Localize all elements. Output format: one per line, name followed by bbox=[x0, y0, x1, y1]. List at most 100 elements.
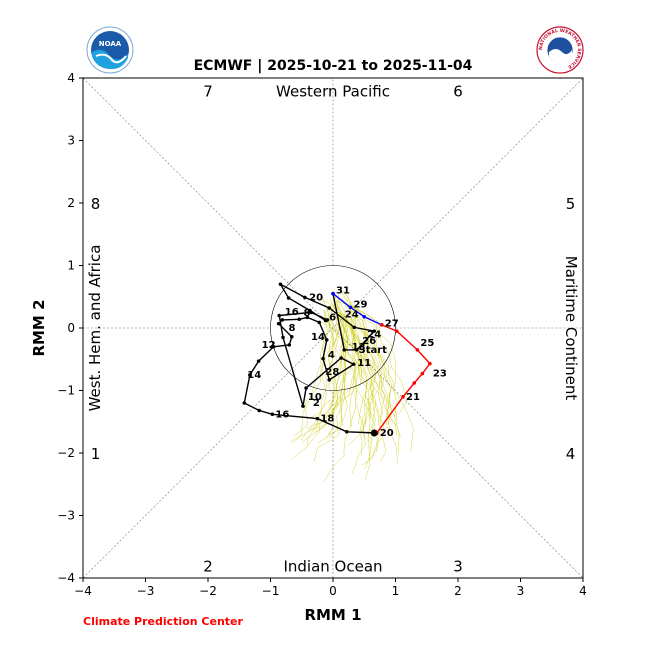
ensemble-member-line bbox=[338, 317, 398, 464]
ensemble-member-line bbox=[323, 309, 367, 456]
phase-label: 4 bbox=[566, 445, 576, 463]
ensemble-member-line bbox=[345, 305, 408, 415]
data-point bbox=[271, 344, 276, 349]
unit-circle bbox=[270, 265, 396, 391]
data-point bbox=[317, 320, 322, 325]
data-point bbox=[412, 381, 417, 385]
data-label: 31 bbox=[336, 286, 350, 297]
data-label: Start bbox=[359, 345, 388, 356]
data-label: 27 bbox=[385, 319, 399, 330]
data-label: 29 bbox=[354, 299, 368, 310]
diagonal-line bbox=[82, 77, 584, 579]
data-point bbox=[304, 386, 308, 390]
x-tick-label: 1 bbox=[392, 584, 400, 598]
ensemble-member-line bbox=[347, 315, 400, 453]
ensemble-member-line bbox=[331, 302, 353, 417]
data-label: 28 bbox=[325, 367, 339, 378]
y-tick-label: −1 bbox=[57, 384, 75, 398]
ensemble-member-line bbox=[343, 296, 382, 421]
ensemble-member-line bbox=[324, 311, 372, 444]
ensemble-member-line bbox=[339, 311, 401, 437]
data-point bbox=[362, 314, 367, 319]
phase-label: 5 bbox=[566, 195, 576, 213]
data-label: 20 bbox=[309, 292, 323, 303]
ensemble-member-line bbox=[334, 292, 359, 428]
data-point bbox=[297, 317, 302, 322]
series-line bbox=[332, 293, 383, 326]
phase-label: 2 bbox=[203, 558, 213, 576]
phase-label: 7 bbox=[203, 83, 213, 101]
data-point bbox=[401, 394, 405, 399]
data-label: 23 bbox=[433, 369, 447, 380]
data-label: 21 bbox=[406, 392, 420, 403]
data-label: 14 bbox=[247, 370, 261, 381]
data-point bbox=[342, 348, 347, 352]
data-point bbox=[344, 429, 349, 434]
data-label: 8 bbox=[289, 323, 296, 334]
ensemble-member-line bbox=[329, 297, 357, 427]
x-tick-label: −3 bbox=[137, 584, 155, 598]
data-point bbox=[315, 416, 320, 421]
data-label: 8 bbox=[304, 308, 311, 319]
data-point bbox=[379, 323, 384, 327]
data-point bbox=[281, 335, 285, 340]
data-point bbox=[352, 325, 357, 330]
data-label: 20 bbox=[380, 428, 394, 439]
ensemble-member-line bbox=[322, 321, 374, 441]
data-point bbox=[324, 338, 329, 342]
nws-logo: NATIONAL WEATHER SERVICE bbox=[536, 26, 584, 74]
data-label: 26 bbox=[362, 336, 376, 347]
data-point bbox=[289, 334, 294, 339]
data-label: 4 bbox=[328, 350, 335, 361]
data-point bbox=[327, 378, 332, 382]
start-marker bbox=[370, 429, 378, 437]
ensemble-member-line bbox=[350, 318, 414, 453]
data-point bbox=[242, 401, 247, 405]
data-label: 16 bbox=[275, 409, 289, 420]
ensemble-member-line bbox=[336, 300, 390, 425]
x-tick-label: 0 bbox=[329, 584, 337, 598]
x-axis-label: RMM 1 bbox=[304, 606, 361, 624]
region-label: West. Hem. and Africa bbox=[86, 245, 104, 412]
data-point bbox=[327, 306, 332, 310]
data-label: 2 bbox=[313, 398, 320, 409]
credit-text: Climate Prediction Center bbox=[83, 615, 243, 628]
x-tick-label: −2 bbox=[199, 584, 217, 598]
ensemble-member-line bbox=[291, 318, 349, 460]
data-point bbox=[277, 313, 282, 318]
series-line bbox=[243, 282, 377, 434]
data-point bbox=[256, 359, 261, 363]
y-tick-label: 4 bbox=[67, 71, 75, 85]
ensemble-member-line bbox=[293, 310, 328, 437]
data-point bbox=[321, 356, 325, 361]
data-label: 16 bbox=[285, 307, 299, 318]
data-point bbox=[428, 361, 432, 366]
ensemble-member-line bbox=[321, 300, 375, 432]
y-axis-label: RMM 2 bbox=[30, 299, 48, 356]
ensemble-member-line bbox=[290, 313, 340, 442]
x-tick-label: −4 bbox=[74, 584, 92, 598]
data-label: 13 bbox=[352, 342, 366, 353]
y-tick-label: 2 bbox=[67, 196, 75, 210]
x-tick-label: 3 bbox=[517, 584, 525, 598]
data-point bbox=[351, 362, 356, 367]
region-label: Indian Ocean bbox=[283, 558, 382, 576]
region-label: Western Pacific bbox=[276, 83, 390, 101]
ensemble-member-line bbox=[328, 296, 360, 436]
x-tick-label: 4 bbox=[579, 584, 587, 598]
phase-label: 8 bbox=[91, 195, 101, 213]
series-observed: 20 18 16 14 12 10 8 16 8 14 6 4 28 2 20 11 13 bbox=[242, 282, 394, 439]
y-tick-label: −3 bbox=[57, 509, 75, 523]
data-point bbox=[305, 315, 310, 320]
y-tick-label: 1 bbox=[67, 259, 75, 273]
data-point bbox=[354, 348, 359, 352]
data-point bbox=[331, 291, 335, 296]
noaa-logo: NOAA bbox=[86, 26, 134, 74]
phase-label: 3 bbox=[453, 558, 463, 576]
data-label: 10 bbox=[308, 392, 322, 403]
y-tick-label: −4 bbox=[57, 571, 75, 585]
x-tick-label: 2 bbox=[454, 584, 462, 598]
chart-title: ECMWF | 2025-10-21 to 2025-11-04 bbox=[194, 58, 473, 74]
